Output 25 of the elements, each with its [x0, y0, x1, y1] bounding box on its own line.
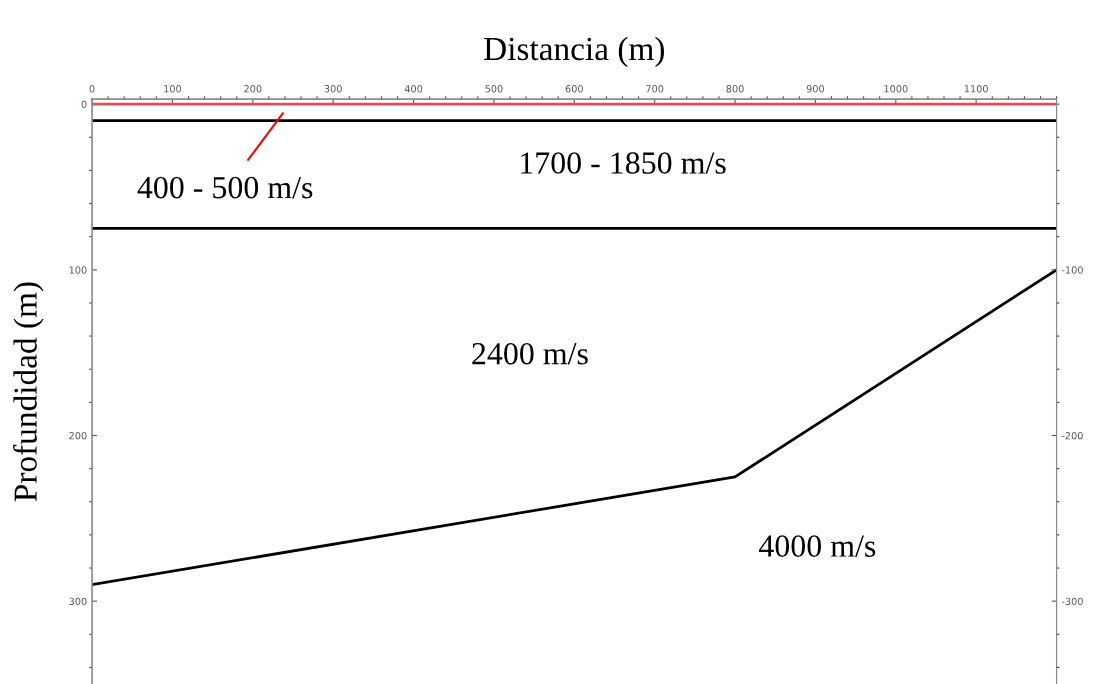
x-tick-label: 1100: [964, 85, 988, 93]
x-tick-label: 600: [565, 85, 583, 93]
y2-tick-label: -100: [1061, 266, 1083, 274]
y-tick-label: 200: [69, 431, 87, 440]
x-tick-label: 1000: [884, 85, 908, 93]
annotation: 1700 - 1850 m/s: [521, 152, 726, 174]
x-tick-label: 200: [244, 85, 262, 93]
annotation: 400 - 500 m/s: [137, 176, 313, 199]
x-axis-title: Distancia (m): [484, 36, 665, 68]
y2-tick-label: -300: [1061, 597, 1083, 605]
y-tick-label: 0: [81, 100, 87, 108]
annotation: 2400 m/s: [472, 342, 588, 365]
x-tick-label: 800: [726, 85, 744, 93]
y-tick-label: 100: [69, 266, 87, 274]
annotation: 4000 m/s: [758, 535, 876, 557]
x-tick-label: 900: [806, 85, 825, 93]
x-tick-label: 500: [485, 85, 503, 93]
y-axis-title: Profundidad (m): [13, 282, 44, 502]
x-tick-label: 100: [164, 85, 182, 93]
y-tick-label: 300: [69, 597, 87, 605]
x-tick-label: 0: [89, 85, 95, 93]
y2-tick-label: -200: [1061, 431, 1083, 440]
x-tick-label: 400: [404, 85, 423, 93]
x-tick-label: 300: [324, 85, 342, 93]
x-tick-label: 700: [646, 85, 664, 93]
